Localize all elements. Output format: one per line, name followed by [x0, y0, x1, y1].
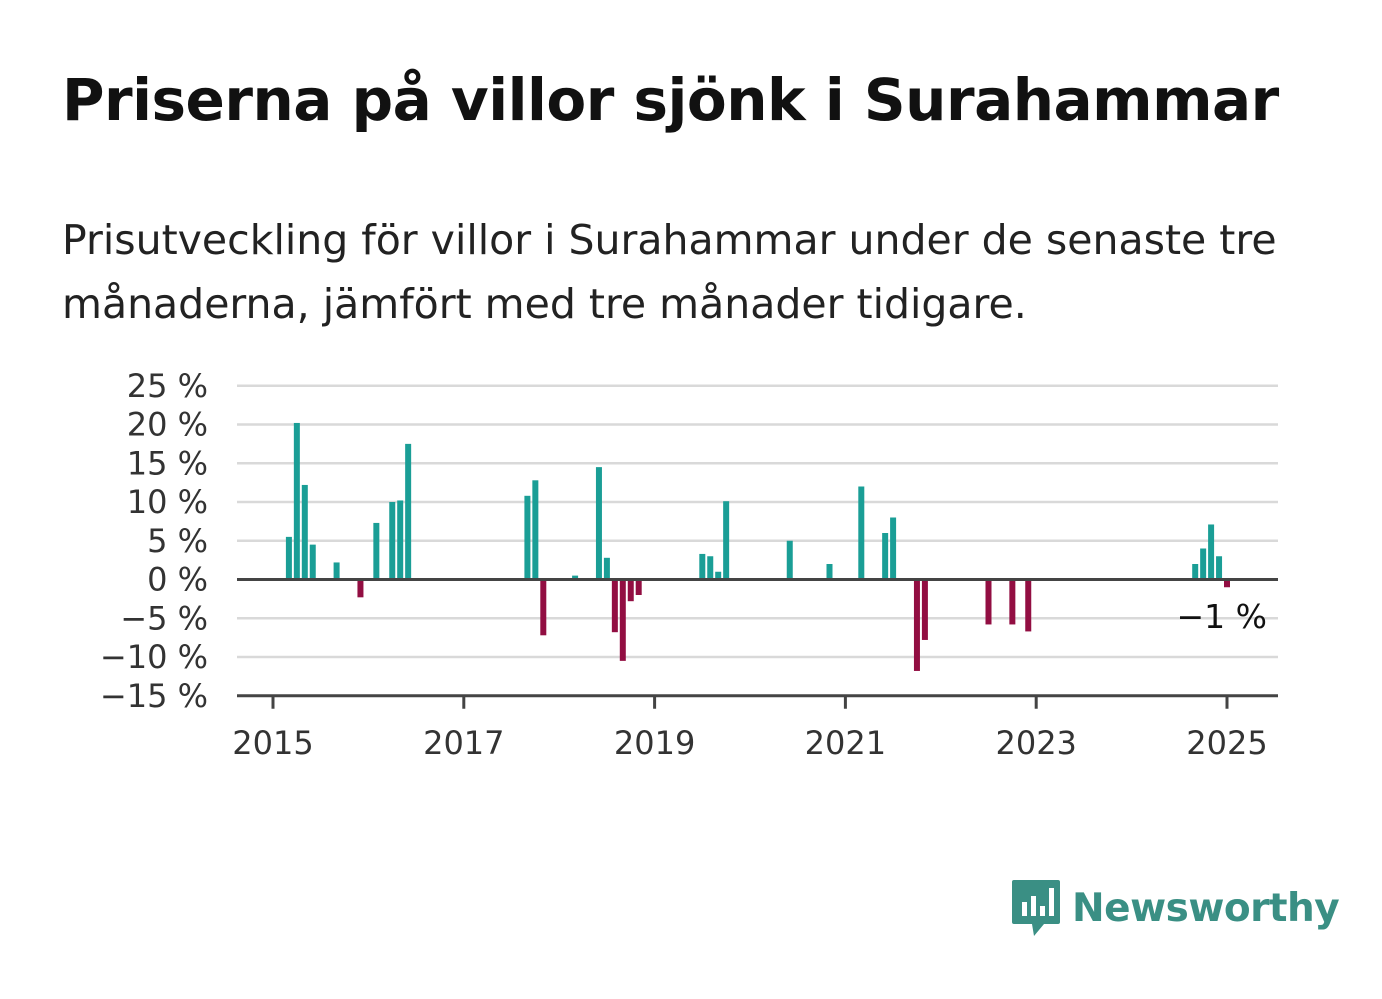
bar	[699, 553, 706, 580]
x-tick-label: 2021	[805, 724, 886, 762]
bar	[921, 579, 928, 640]
bar	[786, 540, 793, 580]
y-tick-label: 0 %	[147, 561, 208, 599]
bar	[723, 501, 730, 580]
newsworthy-logo-icon	[1012, 880, 1060, 936]
bar	[1025, 579, 1032, 632]
bar	[890, 517, 897, 580]
y-tick-label: 5 %	[147, 522, 208, 560]
bar	[858, 486, 865, 580]
bar	[1216, 556, 1223, 580]
bar	[826, 564, 833, 580]
x-tick-labels: 2015 2017 2019 2021 2023 2025	[232, 724, 1267, 762]
bar	[301, 484, 308, 580]
bar	[603, 557, 610, 580]
bar	[309, 544, 316, 580]
latest-value-label: −1 %	[1177, 597, 1268, 636]
chart-subtitle: Prisutveckling för villor i Surahammar u…	[62, 216, 1277, 328]
bar	[627, 579, 634, 602]
bar	[397, 500, 404, 580]
x-tick-label: 2025	[1186, 724, 1267, 762]
bar	[1224, 579, 1230, 588]
bar	[913, 579, 920, 671]
bar	[715, 571, 722, 580]
bar	[293, 422, 300, 580]
bar	[333, 562, 340, 580]
x-tick-label: 2023	[995, 724, 1076, 762]
bar	[1200, 548, 1207, 580]
bar	[619, 579, 626, 661]
x-tick-label: 2015	[232, 724, 313, 762]
bar	[985, 579, 992, 625]
bar	[524, 495, 531, 580]
y-tick-labels: 25 %20 %15 %10 %5 %0 %−5 %−10 %−15 %	[100, 367, 208, 715]
bar	[595, 467, 602, 580]
bar	[882, 533, 889, 580]
y-tick-label: −5 %	[120, 599, 208, 637]
chart-title: Priserna på villor sjönk i Surahammar	[62, 66, 1279, 134]
bar	[405, 443, 412, 580]
bar	[540, 579, 547, 636]
axes	[237, 578, 1278, 709]
bar-series	[285, 422, 1230, 671]
bar	[1208, 524, 1215, 580]
bar	[611, 579, 618, 633]
x-tick-label: 2019	[614, 724, 695, 762]
y-tick-label: −15 %	[100, 677, 208, 715]
y-tick-label: −10 %	[100, 638, 208, 676]
brand-name: Newsworthy	[1072, 885, 1340, 931]
bar	[285, 536, 292, 580]
bar	[1192, 564, 1199, 580]
y-tick-label: 15 %	[127, 444, 208, 482]
x-tick-label: 2017	[423, 724, 504, 762]
bar	[389, 502, 396, 580]
bar	[373, 522, 380, 580]
bar	[357, 579, 364, 598]
bar	[572, 575, 579, 580]
bar	[635, 579, 642, 595]
bar	[707, 556, 714, 580]
bar	[532, 480, 539, 580]
bar	[1009, 579, 1016, 625]
brand-logo: Newsworthy	[1010, 878, 1340, 938]
y-tick-label: 25 %	[127, 367, 208, 405]
y-tick-label: 20 %	[127, 406, 208, 444]
y-tick-label: 10 %	[127, 483, 208, 521]
